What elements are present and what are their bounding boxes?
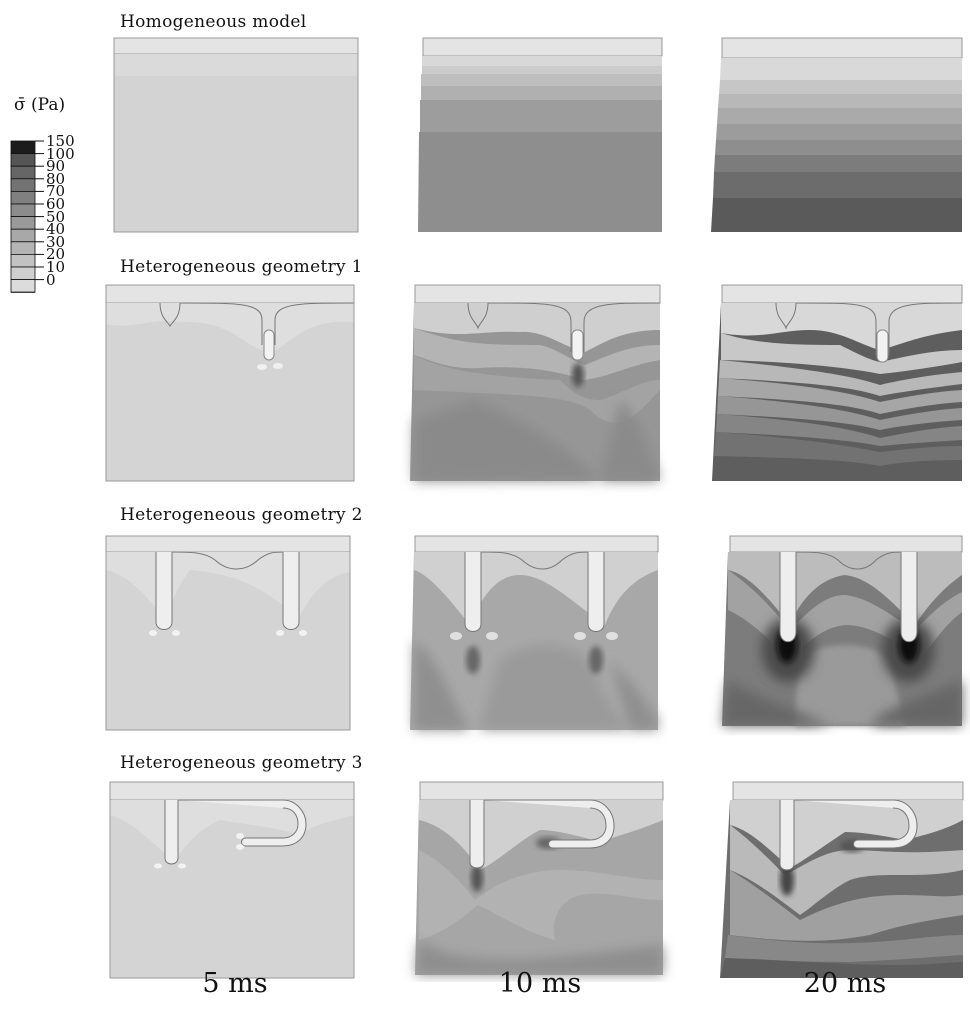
panel-homogeneous-10ms [418, 37, 663, 232]
colorbar-tick-label: 150 [46, 132, 75, 150]
colorbar-tick-label: 60 [46, 195, 66, 213]
legend-title: σ̄ (Pa) [14, 95, 65, 115]
row-title-geometry-3: Heterogeneous geometry 3 [120, 753, 363, 773]
colorbar-tick-label: 30 [46, 232, 66, 251]
panel-geometry-1-5ms [105, 284, 355, 482]
panel-geometry-1-10ms [410, 284, 661, 481]
panel-geometry-2-10ms [410, 535, 659, 730]
colorbar-tick-label: 100 [46, 144, 75, 163]
colorbar-tick-label: 20 [46, 245, 66, 264]
colorbar-tick-label: 80 [46, 169, 66, 188]
colorbar-tick-label: 10 [46, 258, 66, 276]
panel-geometry-2-20ms [722, 535, 963, 726]
row-title-geometry-1: Heterogeneous geometry 1 [120, 257, 363, 277]
time-label-20ms: 20 ms [803, 968, 887, 999]
stress-colorbar [10, 140, 44, 293]
panel-geometry-3-20ms [720, 781, 964, 978]
panel-geometry-3-10ms [415, 781, 664, 975]
row-title-geometry-2: Heterogeneous geometry 2 [120, 505, 363, 525]
panel-homogeneous-5ms [113, 37, 359, 233]
row-title-homogeneous: Homogeneous model [120, 12, 307, 32]
colorbar-tick-label: 0 [46, 270, 56, 289]
colorbar-tick-label: 70 [46, 182, 66, 201]
panel-geometry-1-20ms [712, 284, 963, 481]
legend-symbol: σ̄ [14, 95, 26, 115]
panel-homogeneous-20ms [711, 37, 963, 232]
legend-unit: (Pa) [31, 95, 66, 115]
colorbar-tick-label: 40 [46, 220, 66, 239]
time-label-5ms: 5 ms [202, 968, 268, 999]
colorbar-tick-label: 50 [46, 207, 66, 226]
panel-geometry-2-5ms [105, 535, 351, 731]
panel-geometry-3-5ms [109, 781, 355, 979]
time-label-10ms: 10 ms [498, 968, 582, 999]
colorbar-tick-label: 90 [46, 157, 66, 176]
